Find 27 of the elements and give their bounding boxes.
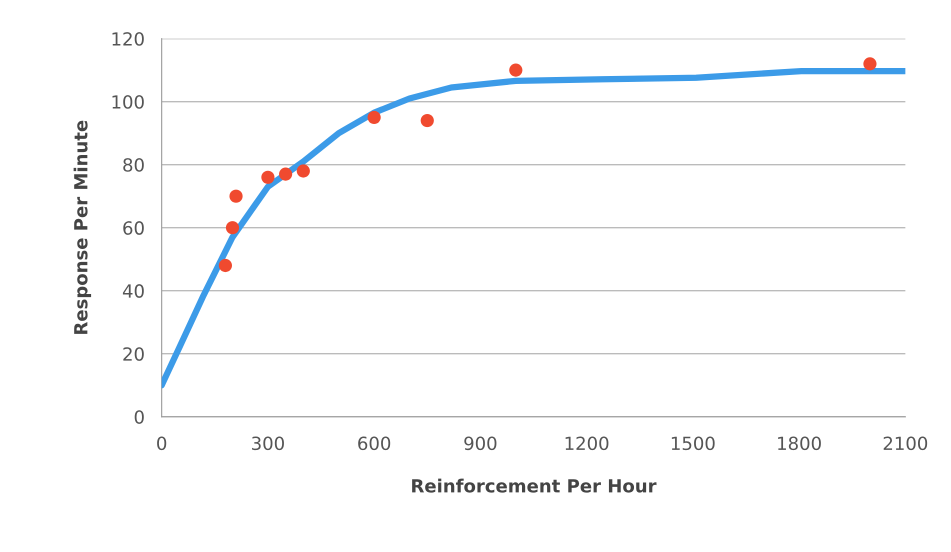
x-tick-label: 0: [157, 436, 166, 450]
x-tick-label: 900: [464, 436, 496, 450]
x-tick-label: 1200: [566, 436, 608, 450]
y-tick-label: 120: [112, 32, 144, 46]
y-tick-label: 100: [112, 95, 144, 109]
point: [509, 64, 522, 77]
x-tick-label: 300: [252, 436, 284, 450]
point: [420, 114, 434, 128]
y-tick-label: 60: [123, 221, 144, 235]
point: [368, 110, 381, 124]
point: [218, 258, 232, 272]
y-tick-label: 20: [123, 347, 144, 361]
point: [296, 164, 310, 178]
point: [863, 57, 877, 70]
y-axis-title: Response Per Minute: [74, 120, 92, 334]
y-tick-label: 40: [122, 284, 144, 298]
x-tick-label: 2100: [884, 436, 928, 450]
point: [279, 168, 292, 181]
point: [261, 170, 274, 184]
x-tick-label: 1500: [672, 436, 715, 450]
x-tick-label: 600: [358, 436, 390, 450]
x-tick-label: 1800: [778, 436, 821, 450]
y-tick-label: 80: [123, 158, 144, 172]
point: [229, 190, 243, 203]
y-tick-label: 0: [134, 410, 144, 424]
point: [226, 221, 240, 234]
x-axis-title: Reinforcement Per Hour: [412, 478, 656, 493]
